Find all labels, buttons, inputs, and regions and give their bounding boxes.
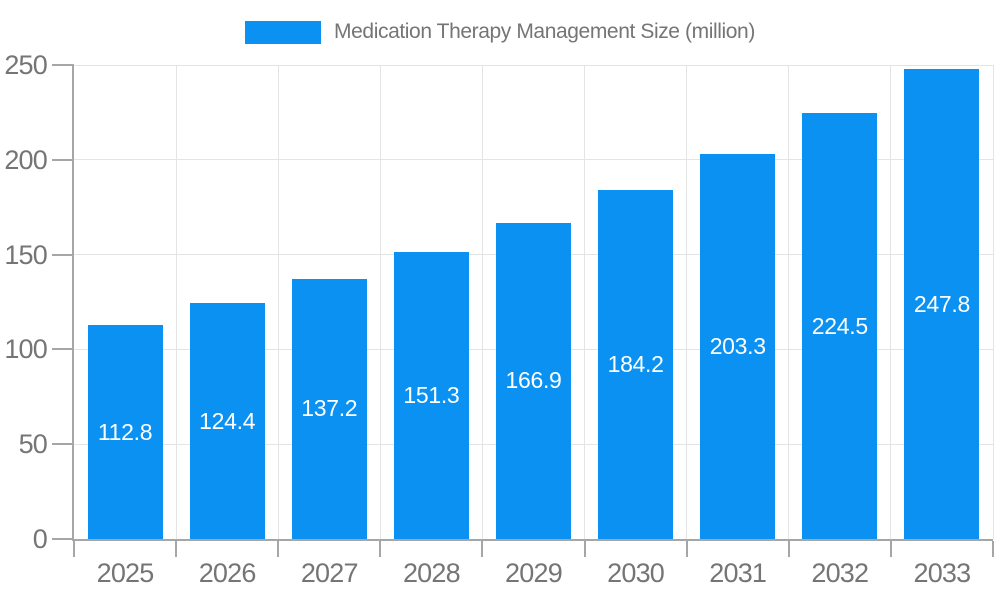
x-axis-tick-label: 2033 — [913, 558, 971, 588]
y-axis-tick — [52, 158, 74, 161]
legend-swatch-icon — [245, 20, 322, 44]
y-axis-tick-label: 50 — [18, 429, 48, 460]
bar[interactable]: 184.2 — [598, 189, 674, 539]
x-axis-tick-label: 2031 — [709, 558, 767, 588]
x-axis-tick — [73, 541, 75, 557]
bar-value-label: 166.9 — [505, 367, 562, 394]
x-axis-tick-label: 2030 — [607, 558, 665, 588]
bar[interactable]: 224.5 — [802, 113, 878, 539]
gridline-vertical — [175, 65, 177, 539]
x-axis-tick — [685, 541, 688, 557]
x-axis-tick — [175, 541, 178, 557]
y-axis-tick-label: 200 — [4, 144, 47, 175]
bar-value-label: 184.2 — [607, 350, 664, 377]
y-axis-tick — [52, 253, 74, 256]
gridline-vertical — [584, 65, 586, 539]
y-axis-tick-label: 0 — [32, 524, 48, 554]
y-axis-tick — [52, 348, 74, 351]
gridline-vertical — [277, 65, 279, 539]
bar-value-label: 124.4 — [199, 407, 256, 434]
gridline-vertical — [890, 65, 892, 539]
y-axis-tick-label: 250 — [4, 50, 47, 80]
y-axis-tick — [52, 64, 74, 66]
x-axis-tick — [992, 541, 994, 557]
bar[interactable]: 124.4 — [189, 303, 265, 539]
y-axis-tick — [52, 443, 74, 446]
bar[interactable]: 203.3 — [700, 153, 776, 539]
legend-label: Medication Therapy Management Size (mill… — [334, 20, 755, 43]
bar[interactable]: 137.2 — [291, 278, 367, 539]
x-axis-tick-label: 2029 — [505, 558, 563, 588]
legend: Medication Therapy Management Size (mill… — [0, 14, 1000, 50]
bar-value-label: 151.3 — [403, 382, 460, 409]
bar-value-label: 224.5 — [811, 312, 868, 339]
bar[interactable]: 151.3 — [393, 252, 469, 539]
y-axis-line — [72, 65, 74, 541]
x-axis-tick — [583, 541, 586, 557]
x-axis-tick — [481, 541, 484, 557]
plot-area: 112.8 124.4 137.2 151.3 166.9 184.2 203.3 224.5… — [74, 64, 994, 539]
gridline-vertical — [379, 65, 381, 539]
bar[interactable]: 247.8 — [904, 69, 980, 539]
x-axis-tick-label: 2028 — [402, 558, 461, 588]
bar-value-label: 203.3 — [709, 332, 766, 359]
x-axis-tick-label: 2025 — [96, 558, 155, 588]
x-axis-tick-label: 2026 — [198, 558, 257, 588]
bar[interactable]: 166.9 — [496, 222, 571, 539]
x-axis-tick-label: 2032 — [811, 558, 869, 588]
bar[interactable]: 112.8 — [87, 325, 163, 539]
y-axis-tick — [52, 538, 74, 540]
gridline-horizontal — [74, 159, 993, 161]
x-axis-tick — [889, 541, 892, 557]
x-axis-tick — [787, 541, 790, 557]
y-axis-tick-label: 150 — [4, 239, 47, 270]
y-axis-tick-label: 100 — [4, 334, 47, 365]
bar-value-label: 137.2 — [301, 395, 358, 422]
x-axis-tick — [277, 541, 280, 557]
x-axis-tick — [379, 541, 382, 557]
x-axis-tick-label: 2027 — [300, 558, 359, 588]
bar-value-label: 112.8 — [97, 418, 153, 445]
gridline-horizontal — [74, 64, 993, 66]
gridline-vertical — [686, 65, 688, 539]
bar-value-label: 247.8 — [913, 290, 970, 317]
legend-item[interactable]: Medication Therapy Management Size (mill… — [245, 20, 755, 44]
gridline-vertical — [788, 65, 790, 539]
gridline-vertical — [992, 65, 994, 539]
x-axis-line — [72, 539, 993, 541]
gridline-vertical — [481, 65, 483, 539]
